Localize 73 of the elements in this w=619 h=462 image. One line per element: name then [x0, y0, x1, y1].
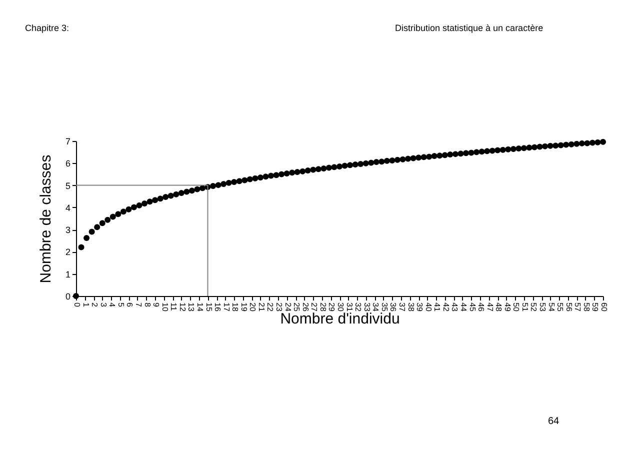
x-tick-label: 29: [327, 302, 336, 312]
x-tick-label: 9: [152, 302, 161, 308]
x-tick-label: 23: [274, 302, 284, 312]
x-tick-label: 10: [160, 302, 170, 312]
x-tick-label: 59: [590, 302, 600, 312]
x-tick-label: 7: [134, 302, 143, 308]
x-tick-label: 19: [239, 302, 248, 312]
x-tick-label: 15: [204, 302, 214, 312]
x-tick-label: 3: [98, 302, 108, 308]
x-axis-title: Nombre d'individu: [280, 310, 400, 328]
x-tick-label: 24: [283, 302, 292, 312]
x-tick-label: 58: [582, 302, 591, 312]
y-tick-label: 7: [65, 136, 70, 146]
text: 64: [548, 416, 560, 427]
x-tick-label: 40: [424, 302, 433, 312]
x-tick-label: 47: [485, 302, 494, 312]
x-tick-label: 48: [494, 302, 504, 312]
x-tick-label: 20: [248, 302, 258, 312]
x-tick-label: 8: [142, 302, 152, 308]
x-tick-label: 31: [344, 302, 354, 312]
y-tick-label: 3: [65, 225, 70, 236]
x-tick-label: 55: [556, 302, 565, 312]
y-axis-title: Nombre de classes: [37, 154, 54, 284]
x-tick-label: 26: [300, 302, 310, 312]
y-tick-label: 4: [65, 202, 70, 213]
y-tick-label: 6: [65, 158, 70, 169]
x-tick-label: 42: [441, 302, 450, 312]
x-tick-label: 6: [125, 302, 134, 308]
x-tick-label: 49: [502, 302, 512, 312]
x-tick-label: 39: [415, 302, 424, 312]
x-tick-label: 53: [538, 302, 548, 312]
x-tick-label: 35: [380, 302, 389, 312]
x-tick-label: 2: [90, 302, 100, 308]
x-tick-label: 28: [318, 302, 328, 312]
x-tick-label: 14: [195, 302, 204, 312]
x-tick-label: 25: [292, 302, 302, 312]
x-tick-label: 4: [108, 302, 117, 308]
x-tick-label: 18: [230, 302, 240, 312]
x-tick-label: 52: [529, 302, 538, 312]
x-tick-label: 27: [310, 302, 319, 312]
x-tick-label: 21: [256, 302, 266, 312]
x-tick-label: 44: [458, 302, 468, 312]
x-tick-label: 43: [450, 302, 460, 312]
x-tick-label: 37: [397, 302, 406, 312]
x-tick-label: 32: [354, 302, 363, 312]
y-tick-label: 2: [65, 247, 70, 258]
y-tick-label: 5: [65, 180, 70, 191]
x-tick-label: 11: [169, 302, 178, 312]
x-tick-label: 36: [388, 302, 398, 312]
x-tick-label: 5: [116, 302, 126, 308]
y-tick-label: 1: [65, 269, 70, 280]
x-tick-label: 16: [213, 302, 222, 312]
x-tick-label: 51: [520, 302, 530, 312]
x-tick-label: 45: [468, 302, 477, 312]
x-tick-label: 22: [266, 302, 275, 312]
x-tick-label: 33: [362, 302, 372, 312]
x-tick-label: 30: [336, 302, 345, 312]
x-tick-label: 46: [476, 302, 486, 312]
x-tick-label: 50: [512, 302, 521, 312]
x-tick-label: 0: [72, 302, 82, 308]
text: Distribution statistique à un caractère: [395, 23, 544, 33]
x-tick-label: 34: [371, 302, 380, 312]
x-tick-label: 60: [600, 302, 608, 312]
x-tick-label: 56: [564, 302, 574, 312]
x-tick-label: 54: [546, 302, 556, 312]
x-tick-label: 17: [222, 302, 231, 312]
text: Chapitre 3:: [25, 23, 70, 33]
x-tick-label: 12: [178, 302, 187, 312]
x-tick-label: 13: [186, 302, 196, 312]
x-tick-label: 41: [432, 302, 442, 312]
x-tick-label: 57: [573, 302, 582, 312]
x-tick-label: 38: [406, 302, 416, 312]
x-tick-label: 1: [81, 302, 90, 308]
